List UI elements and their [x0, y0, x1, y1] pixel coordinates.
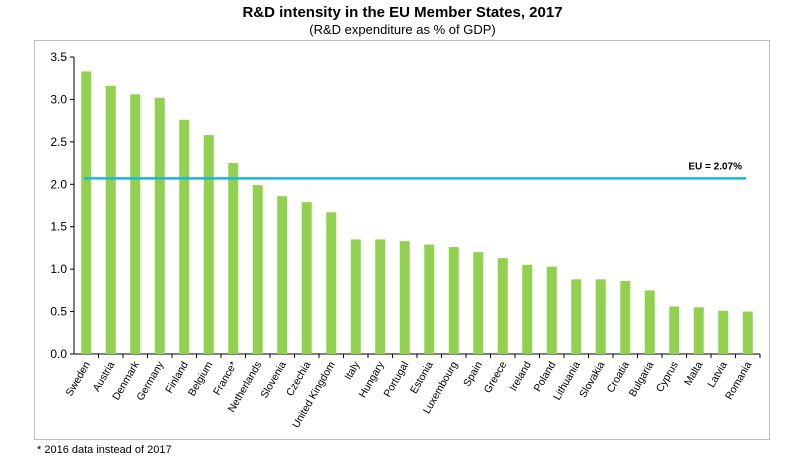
bar	[375, 239, 386, 354]
x-tick-label: Austria	[91, 359, 118, 393]
bar	[350, 239, 361, 354]
x-tick-label: Poland	[532, 359, 559, 393]
chart-frame	[34, 40, 770, 440]
bar	[669, 306, 680, 354]
x-tick-label: Italy	[342, 359, 362, 382]
bar	[399, 241, 410, 354]
y-tick-label: 0.0	[50, 347, 67, 361]
bar	[252, 185, 263, 354]
footnote: * 2016 data instead of 2017	[37, 444, 172, 456]
y-tick-label: 0.5	[50, 305, 67, 319]
eu-average-label: EU = 2.07%	[688, 161, 742, 172]
bar	[154, 97, 165, 354]
x-tick-label: Cyprus	[654, 360, 681, 395]
bar	[742, 311, 753, 354]
bar	[424, 244, 435, 354]
x-tick-label: Spain	[461, 359, 485, 388]
y-tick-label: 3.0	[50, 92, 67, 106]
bar	[228, 163, 239, 354]
bar	[497, 258, 508, 354]
bar	[105, 85, 116, 354]
x-tick-label: Ireland	[507, 359, 534, 393]
bar	[571, 279, 582, 354]
bar	[326, 212, 337, 354]
bar	[203, 135, 214, 354]
bar	[448, 247, 459, 354]
bar	[718, 310, 729, 354]
bar	[81, 71, 92, 354]
bar	[546, 266, 557, 354]
chart-title: R&D intensity in the EU Member States, 2…	[242, 4, 563, 21]
bar	[595, 279, 606, 354]
x-tick-label: Sweden	[63, 359, 92, 398]
y-tick-label: 1.0	[50, 262, 67, 276]
bar	[301, 202, 312, 354]
bar	[130, 94, 141, 354]
bar	[277, 196, 288, 354]
bar	[620, 281, 631, 354]
bar	[473, 252, 484, 354]
bar	[179, 119, 190, 355]
y-tick-label: 3.5	[50, 50, 67, 64]
bar	[693, 307, 704, 354]
x-tick-label: Latvia	[705, 359, 729, 389]
bar	[522, 264, 533, 354]
bar	[644, 290, 655, 354]
y-tick-label: 2.5	[50, 135, 67, 149]
chart-subtitle: (R&D expenditure as % of GDP)	[309, 22, 496, 37]
x-tick-label: Greece	[482, 359, 510, 395]
x-tick-label: Belgium	[186, 359, 215, 398]
x-tick-label: Malta	[682, 359, 705, 387]
y-tick-label: 2.0	[50, 177, 67, 191]
y-tick-label: 1.5	[50, 220, 67, 234]
